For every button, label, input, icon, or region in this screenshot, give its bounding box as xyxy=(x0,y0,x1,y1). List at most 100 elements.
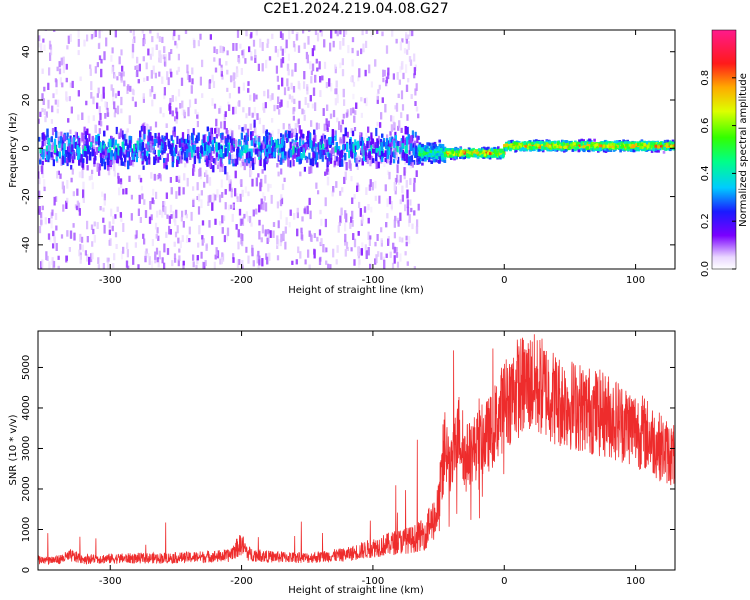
spectrogram-cell xyxy=(353,259,356,266)
spectrogram-cell xyxy=(413,182,416,192)
spectrogram-cell xyxy=(65,77,68,83)
spectrogram-cell xyxy=(390,142,393,147)
spectrogram-cell xyxy=(139,143,142,152)
spectrogram-cell xyxy=(310,76,313,84)
spectrogram-cell xyxy=(236,158,239,165)
spectrogram-cell xyxy=(410,155,414,163)
spectrogram-cell xyxy=(55,88,58,95)
spectrogram-cell xyxy=(108,221,111,229)
spectrogram-cell xyxy=(222,253,225,262)
spectrogram-cell xyxy=(352,93,355,100)
spectrogram-cell xyxy=(230,75,233,83)
spectrogram-cell xyxy=(318,257,322,265)
spectrogram-cell xyxy=(38,177,41,185)
spectrogram-cell xyxy=(151,86,154,93)
spectrogram-cell xyxy=(367,140,370,149)
spectrogram-cell xyxy=(138,63,141,72)
spectrogram-cell xyxy=(354,145,357,150)
spectrogram-cell xyxy=(195,158,199,163)
spectrogram-cell xyxy=(191,78,194,85)
spectrogram-cell xyxy=(59,77,62,85)
spectrogram-cell xyxy=(207,139,210,148)
spectrogram-cell xyxy=(383,161,386,167)
spectrogram-cell xyxy=(202,261,205,269)
spectrogram-cell xyxy=(376,121,379,127)
spectrogram-cell xyxy=(118,158,121,166)
spectrogram-cell xyxy=(407,156,411,166)
spectrogram-cell xyxy=(298,125,301,134)
spectrogram-cell xyxy=(260,144,263,150)
spectrogram-cell xyxy=(381,156,384,162)
spectrogram-cell xyxy=(272,222,276,227)
spectrogram-cell xyxy=(145,248,148,254)
spectrogram-cell xyxy=(398,236,401,243)
spectrogram-cell xyxy=(307,249,310,258)
spectrogram-cell xyxy=(98,106,101,115)
spectrogram-cell xyxy=(339,41,342,50)
spectrogram-cell xyxy=(321,75,324,81)
spectrogram-cell xyxy=(350,247,353,252)
spectrogram-cell xyxy=(401,185,404,194)
spectrogram-cell xyxy=(277,128,280,134)
spectrogram-cell xyxy=(174,258,177,263)
spectrogram-cell xyxy=(159,154,162,160)
spectrogram-cell xyxy=(235,193,239,199)
spectrogram-cell xyxy=(147,153,151,160)
spectrogram-cell xyxy=(258,219,261,226)
spectrogram-cell xyxy=(152,65,155,75)
spectrogram-cell xyxy=(377,135,381,145)
spectrogram-cell xyxy=(405,34,408,40)
spectrogram-cell xyxy=(296,212,299,219)
spectrogram-cell xyxy=(414,140,417,149)
spectrogram-cell xyxy=(177,89,181,97)
spectrogram-cell xyxy=(281,77,284,87)
spectrogram-cell xyxy=(357,246,360,256)
spectrogram-cell xyxy=(232,106,235,115)
spectrogram-cell xyxy=(153,138,157,146)
spectrogram-cell xyxy=(95,147,98,155)
spectrogram-cell xyxy=(395,151,398,161)
spectrogram-cell xyxy=(386,151,389,160)
spectrogram-cell xyxy=(77,151,80,160)
spectrogram-cell xyxy=(81,112,84,120)
spectrogram-cell xyxy=(125,139,128,146)
spectrogram-cell xyxy=(213,158,216,164)
spectrogram-cell xyxy=(44,116,47,123)
spectrogram-cell xyxy=(378,146,381,156)
spectrogram-cell xyxy=(196,182,199,191)
spectrogram-cell xyxy=(96,222,99,229)
spectrogram-cell xyxy=(101,157,104,167)
spectrogram-cell xyxy=(293,147,296,152)
spectrogram-cell xyxy=(258,117,261,125)
spectrogram-cell xyxy=(259,38,262,48)
spectrogram-cell xyxy=(287,157,290,167)
spectrogram-cell xyxy=(297,80,300,89)
spectrogram-cell xyxy=(158,57,161,63)
spectrogram-cell xyxy=(117,147,120,156)
spectrogram-cell xyxy=(141,124,144,132)
spectrogram-cell xyxy=(134,242,137,248)
spectrogram-cell xyxy=(213,261,216,269)
spectrogram-cell xyxy=(394,215,397,222)
spectrogram-cell xyxy=(331,147,334,154)
spectrogram-cell xyxy=(245,246,248,253)
spectrogram-cell xyxy=(315,152,319,160)
spectrogram-cell xyxy=(91,182,94,190)
spectrogram-cell xyxy=(360,112,363,118)
spectrogram-cell xyxy=(288,130,291,138)
spectrogram-cell xyxy=(360,248,363,255)
spectrogram-cell xyxy=(145,135,148,141)
spectrogram-cell xyxy=(324,171,327,176)
spectrogram-cell xyxy=(158,36,161,42)
spectrogram-cell xyxy=(241,260,244,267)
spectrogram-cell xyxy=(81,160,84,168)
spectrogram-cell xyxy=(165,165,168,170)
spectrogram-cell xyxy=(398,179,401,185)
spectrogram-cell xyxy=(312,87,316,96)
spectrogram-cell xyxy=(262,201,265,211)
spectrogram-cell xyxy=(313,153,316,158)
spectrogram-cell xyxy=(312,138,315,147)
spectrogram-cell xyxy=(245,30,248,37)
spectrogram-cell xyxy=(352,81,356,87)
spectrogram-cell xyxy=(60,234,64,239)
